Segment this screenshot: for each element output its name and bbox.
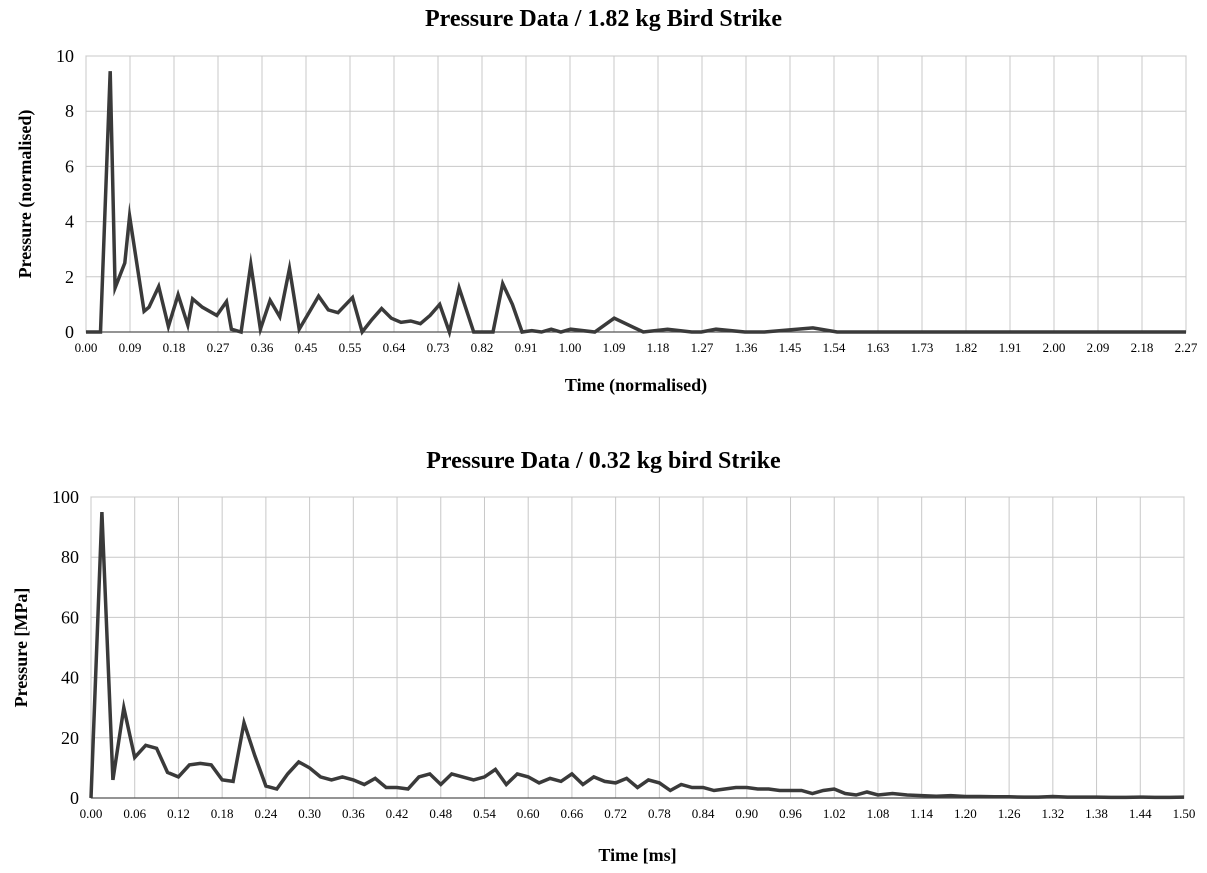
x-tick-label: 1.44 bbox=[1129, 806, 1152, 821]
x-axis-title: Time (normalised) bbox=[565, 375, 707, 396]
x-tick-label: 0.36 bbox=[342, 806, 365, 821]
x-tick-label: 1.26 bbox=[998, 806, 1021, 821]
x-tick-label: 0.60 bbox=[517, 806, 540, 821]
x-tick-label: 1.54 bbox=[823, 340, 846, 355]
y-tick-label: 80 bbox=[61, 547, 79, 567]
x-tick-label: 1.27 bbox=[691, 340, 714, 355]
y-tick-label: 4 bbox=[65, 212, 74, 232]
x-tick-label: 0.66 bbox=[561, 806, 584, 821]
x-tick-label: 0.27 bbox=[207, 340, 230, 355]
x-tick-label: 1.00 bbox=[559, 340, 582, 355]
series-line bbox=[86, 71, 1186, 339]
x-tick-label: 0.36 bbox=[251, 340, 274, 355]
x-tick-label: 1.45 bbox=[779, 340, 802, 355]
x-tick-label: 1.08 bbox=[867, 806, 890, 821]
y-tick-label: 10 bbox=[56, 46, 74, 66]
x-axis-title: Time [ms] bbox=[598, 845, 676, 865]
y-tick-label: 6 bbox=[65, 156, 74, 176]
x-tick-label: 1.38 bbox=[1085, 806, 1108, 821]
x-tick-label: 0.72 bbox=[604, 806, 627, 821]
x-tick-label: 1.20 bbox=[954, 806, 977, 821]
y-tick-label: 8 bbox=[65, 101, 74, 121]
y-tick-label: 60 bbox=[61, 607, 79, 627]
x-tick-label: 0.82 bbox=[471, 340, 494, 355]
y-axis-title: Pressure [MPa] bbox=[11, 588, 31, 708]
y-tick-label: 0 bbox=[70, 788, 79, 808]
x-tick-label: 0.45 bbox=[295, 340, 318, 355]
chart-1-plot: 0.00 0.09 0.18 0.27 0.36 0.45 0.55 0.64 0.73 0.82… bbox=[15, 46, 1198, 396]
y-tick-label: 2 bbox=[65, 267, 74, 287]
x-tick-label: 0.06 bbox=[123, 806, 146, 821]
x-tick-label: 2.27 bbox=[1175, 340, 1198, 355]
y-tick-label: 0 bbox=[65, 322, 74, 342]
x-tick-label: 2.18 bbox=[1131, 340, 1154, 355]
x-tick-label: 1.18 bbox=[647, 340, 670, 355]
x-tick-label: 0.42 bbox=[386, 806, 409, 821]
x-tick-label: 0.30 bbox=[298, 806, 321, 821]
x-tick-label: 0.00 bbox=[80, 806, 103, 821]
plot-area-border bbox=[85, 55, 1187, 333]
x-tick-label: 1.63 bbox=[867, 340, 890, 355]
x-tick-label: 1.14 bbox=[910, 806, 933, 821]
x-tick-label: 1.36 bbox=[735, 340, 758, 355]
x-tick-label: 0.96 bbox=[779, 806, 802, 821]
x-tick-label: 0.64 bbox=[383, 340, 406, 355]
x-tick-label: 2.00 bbox=[1043, 340, 1066, 355]
x-tick-label: 0.91 bbox=[515, 340, 538, 355]
x-tick-label: 0.78 bbox=[648, 806, 671, 821]
chart-1-title: Pressure Data / 1.82 kg Bird Strike bbox=[424, 6, 783, 32]
series-line bbox=[89, 512, 1185, 800]
x-tick-label: 0.55 bbox=[339, 340, 362, 355]
x-tick-label: 0.24 bbox=[255, 806, 278, 821]
x-tick-label: 0.54 bbox=[473, 806, 496, 821]
x-tick-label: 0.18 bbox=[211, 806, 234, 821]
x-tick-label: 1.32 bbox=[1041, 806, 1064, 821]
x-tick-label: 1.91 bbox=[999, 340, 1022, 355]
x-tick-label: 1.02 bbox=[823, 806, 846, 821]
x-tick-label: 1.73 bbox=[911, 340, 934, 355]
x-tick-label: 0.18 bbox=[163, 340, 186, 355]
x-tick-label: 0.84 bbox=[692, 806, 715, 821]
y-tick-label: 40 bbox=[61, 668, 79, 688]
y-axis-title: Pressure (normalised) bbox=[15, 110, 36, 279]
x-tick-label: 0.48 bbox=[429, 806, 452, 821]
y-tick-label: 100 bbox=[52, 487, 79, 507]
x-tick-label: 0.00 bbox=[75, 340, 98, 355]
x-tick-label: 1.50 bbox=[1173, 806, 1196, 821]
x-tick-label: 1.09 bbox=[603, 340, 626, 355]
x-tick-label: 0.90 bbox=[735, 806, 758, 821]
x-tick-label: 0.12 bbox=[167, 806, 190, 821]
y-tick-label: 20 bbox=[61, 728, 79, 748]
x-tick-label: 1.82 bbox=[955, 340, 978, 355]
x-tick-label: 0.09 bbox=[119, 340, 142, 355]
chart-2-title: Pressure Data / 0.32 kg bird Strike bbox=[426, 448, 781, 474]
chart-2-plot: 0.00 0.06 0.12 0.18 0.24 0.30 0.36 0.42 0.48 0.54… bbox=[11, 487, 1196, 865]
x-tick-label: 0.73 bbox=[427, 340, 450, 355]
x-tick-label: 2.09 bbox=[1087, 340, 1110, 355]
